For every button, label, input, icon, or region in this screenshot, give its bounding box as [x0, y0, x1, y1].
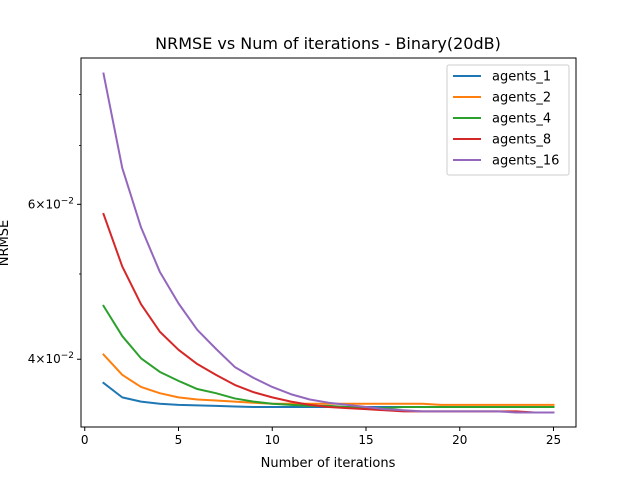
x-tick-label: 5 [175, 433, 183, 447]
x-tick-label: 25 [546, 433, 561, 447]
plot-area [102, 72, 555, 414]
axes: 0 5 10 15 20 25 4×10−2 6×10−2 [28, 57, 577, 447]
series-line-agents-16 [102, 72, 555, 414]
x-axis-title: Number of iterations [261, 456, 396, 471]
y-tick-label: 6×10−2 [28, 196, 74, 211]
x-tick-label: 10 [265, 433, 280, 447]
legend-box [446, 64, 570, 176]
axes-frame [80, 57, 577, 428]
y-axis-title: NRMSE [0, 220, 12, 266]
legend-label-agents-4: agents_4 [492, 112, 551, 127]
legend: agents_1 agents_2 agents_4 agents_8 agents_1… [446, 64, 570, 176]
chart-title: NRMSE vs Num of iterations - Binary(20dB… [155, 34, 501, 53]
x-tick-label: 20 [452, 433, 467, 447]
x-tick-label: 15 [358, 433, 373, 447]
series-line-agents-4 [102, 304, 555, 410]
series-line-agents-2 [102, 353, 555, 406]
legend-label-agents-2: agents_2 [492, 91, 551, 106]
legend-label-agents-8: agents_8 [492, 133, 551, 148]
legend-label-agents-1: agents_1 [492, 70, 551, 85]
legend-label-agents-16: agents_16 [492, 154, 559, 169]
y-tick-label: 4×10−2 [28, 351, 74, 366]
x-tick-label: 0 [81, 433, 89, 447]
series-line-agents-8 [102, 212, 555, 414]
